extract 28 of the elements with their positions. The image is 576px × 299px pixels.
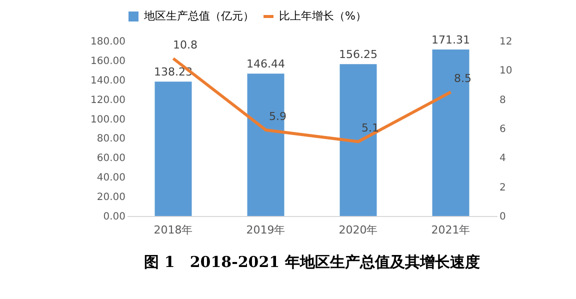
x-tick-label: 2019年 xyxy=(246,224,286,236)
legend-label: 地区生产总值（亿元） xyxy=(143,10,254,22)
data-label: 10.8 xyxy=(173,38,198,52)
y-tick-label: 160.00 xyxy=(90,56,126,67)
y-tick-label: 100.00 xyxy=(90,114,126,126)
y2-tick-label: 4 xyxy=(500,153,506,164)
y-tick-label: 140.00 xyxy=(90,75,126,86)
y2-tick-label: 8 xyxy=(500,94,506,106)
y-tick-label: 60.00 xyxy=(96,153,126,164)
y2-tick-label: 0 xyxy=(500,212,506,222)
y2-tick-label: 12 xyxy=(500,36,512,48)
legend-label: 比上年增长（%） xyxy=(279,10,366,22)
y-tick-label: 80.00 xyxy=(96,134,126,145)
y-tick-label: 180.00 xyxy=(90,36,126,48)
data-label: 156.25 xyxy=(339,48,378,62)
y-tick-label: 120.00 xyxy=(90,94,126,106)
y2-tick-label: 2 xyxy=(500,182,506,194)
text: 图 1 2018-2021 年地区生产总值及其增长速度 xyxy=(144,253,480,271)
x-tick-label: 2018年 xyxy=(154,224,193,236)
data-label: 171.31 xyxy=(432,33,470,46)
x-tick-label: 2020年 xyxy=(338,224,378,236)
y-tick-label: 0.00 xyxy=(103,212,126,222)
y2-tick-label: 10 xyxy=(500,66,512,77)
y2-tick-label: 6 xyxy=(500,124,506,135)
y-tick-label: 20.00 xyxy=(96,192,126,204)
y-tick-label: 40.00 xyxy=(96,172,126,184)
data-label: 146.44 xyxy=(246,58,285,71)
x-tick-label: 2021年 xyxy=(431,224,470,236)
